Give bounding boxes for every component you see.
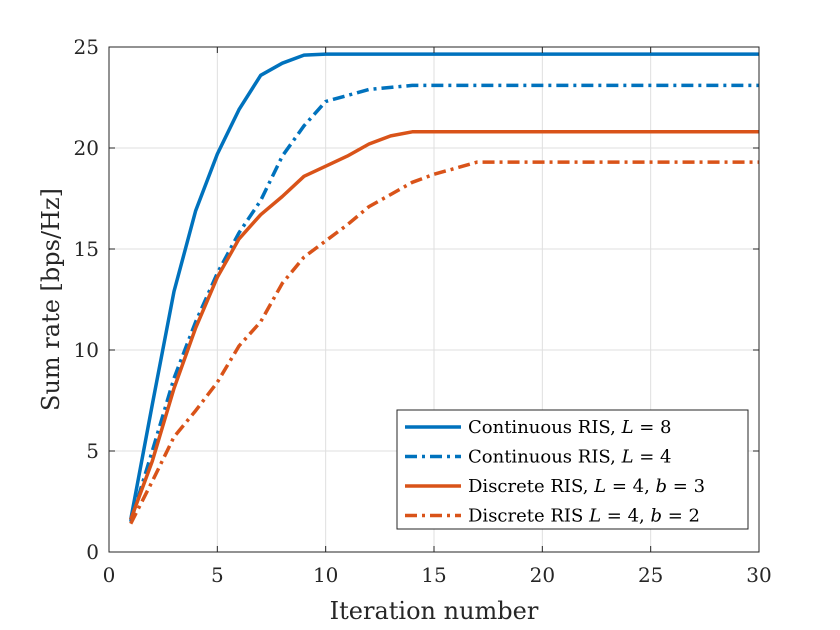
series-line-2 (129, 83, 759, 523)
y-tick-label: 10 (74, 338, 99, 362)
legend-text-part: = 4 (634, 447, 672, 468)
series-line-3 (129, 130, 759, 521)
legend-text-part: = 8 (634, 417, 672, 438)
legend-text-part: L (621, 417, 634, 438)
legend-text-part: = 3 (667, 476, 705, 497)
legend-text-part: L (593, 476, 606, 497)
x-tick-label: 10 (313, 563, 338, 587)
legend-text-part: = 4, (606, 476, 655, 497)
x-tick-label: 25 (638, 563, 663, 587)
y-tick-label: 25 (74, 35, 99, 59)
y-tick-label: 0 (86, 540, 99, 564)
legend-text-part: Discrete RIS, (468, 476, 594, 497)
y-tick-label: 20 (74, 136, 99, 160)
series-line-1 (128, 52, 759, 521)
x-tick-label: 30 (746, 563, 771, 587)
legend-label-3: Discrete RIS, L = 4, b = 3 (468, 476, 705, 497)
series-line-4 (129, 160, 759, 525)
legend-text-part: Continuous RIS, (468, 447, 622, 468)
legend-label-2: Continuous RIS, L = 4 (468, 447, 672, 468)
legend-text-part: = 4, (601, 506, 650, 527)
x-tick-label: 0 (103, 563, 116, 587)
legend-text-part: b (650, 506, 662, 527)
legend-text-part: Discrete RIS (468, 506, 589, 527)
legend-text-part: b (656, 476, 668, 497)
y-tick-label: 15 (74, 237, 99, 261)
x-axis-label: Iteration number (330, 597, 539, 625)
legend-text-part: L (588, 506, 601, 527)
series-layer (128, 52, 759, 525)
ticks (108, 46, 760, 553)
legend-box (396, 409, 749, 530)
tick-labels: 0 5 10 15 20 25 30 0 5 10 15 20 25 (74, 35, 772, 587)
legend-text-part: = 2 (662, 506, 700, 527)
legend-text-part: Continuous RIS, (468, 417, 622, 438)
x-tick-label: 5 (211, 563, 224, 587)
legend-label-1: Continuous RIS, L = 8 (468, 417, 672, 438)
x-tick-label: 20 (530, 563, 555, 587)
legend-label-4: Discrete RIS L = 4, b = 2 (468, 506, 700, 527)
legend-text-part: L (621, 447, 634, 468)
y-axis-label: Sum rate [bps/Hz] (37, 188, 65, 411)
x-tick-label: 15 (421, 563, 446, 587)
y-tick-label: 5 (86, 439, 99, 463)
